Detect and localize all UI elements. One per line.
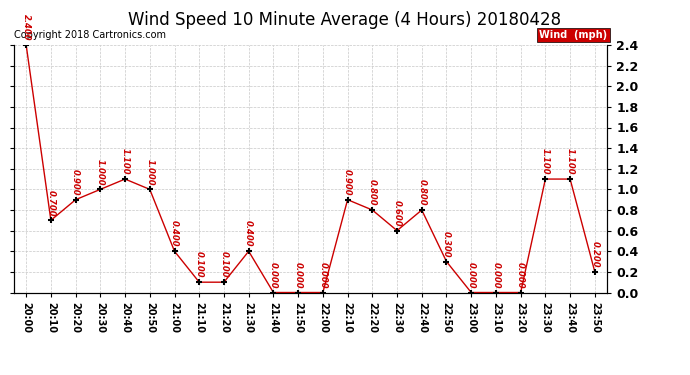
Text: 0.400: 0.400 xyxy=(244,220,253,247)
Text: 2.400: 2.400 xyxy=(21,14,30,41)
Text: 1.000: 1.000 xyxy=(146,159,155,185)
Text: 0.200: 0.200 xyxy=(591,241,600,268)
Text: Wind  (mph): Wind (mph) xyxy=(539,30,607,40)
Text: 0.800: 0.800 xyxy=(368,179,377,206)
Text: 0.100: 0.100 xyxy=(219,251,228,278)
Text: 0.000: 0.000 xyxy=(466,262,475,288)
Text: 0.700: 0.700 xyxy=(46,189,55,216)
Text: 1.100: 1.100 xyxy=(541,148,550,175)
Text: 0.800: 0.800 xyxy=(417,179,426,206)
Text: 0.900: 0.900 xyxy=(71,169,80,195)
Text: 0.100: 0.100 xyxy=(195,251,204,278)
Text: 1.000: 1.000 xyxy=(96,159,105,185)
Text: 0.000: 0.000 xyxy=(516,262,525,288)
Text: Wind Speed 10 Minute Average (4 Hours) 20180428: Wind Speed 10 Minute Average (4 Hours) 2… xyxy=(128,11,562,29)
Text: 0.000: 0.000 xyxy=(294,262,303,288)
Text: 0.000: 0.000 xyxy=(269,262,278,288)
Text: 0.400: 0.400 xyxy=(170,220,179,247)
Text: 1.100: 1.100 xyxy=(566,148,575,175)
Text: 0.300: 0.300 xyxy=(442,231,451,257)
Text: 1.100: 1.100 xyxy=(121,148,130,175)
Text: Copyright 2018 Cartronics.com: Copyright 2018 Cartronics.com xyxy=(14,30,166,40)
Text: 0.000: 0.000 xyxy=(318,262,327,288)
Text: 0.000: 0.000 xyxy=(491,262,500,288)
Text: 0.900: 0.900 xyxy=(343,169,352,195)
Text: 0.600: 0.600 xyxy=(393,200,402,226)
